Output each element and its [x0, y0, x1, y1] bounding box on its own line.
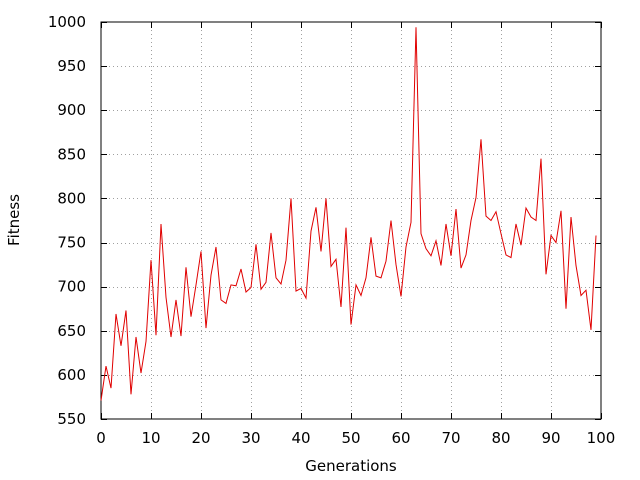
y-tick-label: 850	[57, 145, 86, 163]
x-tick-label: 50	[341, 429, 360, 447]
y-tick-label: 650	[57, 322, 86, 340]
x-tick-label: 60	[391, 429, 410, 447]
x-tick-label: 90	[541, 429, 560, 447]
x-tick-label: 10	[141, 429, 160, 447]
x-tick-label: 30	[241, 429, 260, 447]
x-tick-label: 40	[291, 429, 310, 447]
grid-lines	[101, 22, 601, 419]
fitness-series-line	[100, 27, 597, 401]
y-tick-label: 700	[57, 278, 86, 296]
y-tick-label: 1000	[48, 13, 86, 31]
y-axis-title: Fitness	[5, 194, 23, 246]
y-tick-label: 950	[57, 57, 86, 75]
y-tick-label: 600	[57, 366, 86, 384]
x-tick-label: 70	[441, 429, 460, 447]
plot-frame	[100, 21, 602, 420]
x-tick-label: 20	[191, 429, 210, 447]
x-tick-label: 80	[491, 429, 510, 447]
x-axis-title: Generations	[305, 457, 397, 475]
y-tick-label: 900	[57, 101, 86, 119]
y-tick-label: 800	[57, 189, 86, 207]
y-tick-labels: 550 600 650 700 750 800 850 900 950 1000	[48, 13, 86, 428]
x-tick-label: 100	[587, 429, 616, 447]
x-tick-labels: 0 10 20 30 40 50 60 70 80 90 100	[96, 429, 615, 447]
axis-ticks	[101, 22, 602, 420]
x-tick-label: 0	[96, 429, 106, 447]
y-tick-label: 550	[57, 410, 86, 428]
y-tick-label: 750	[57, 234, 86, 252]
